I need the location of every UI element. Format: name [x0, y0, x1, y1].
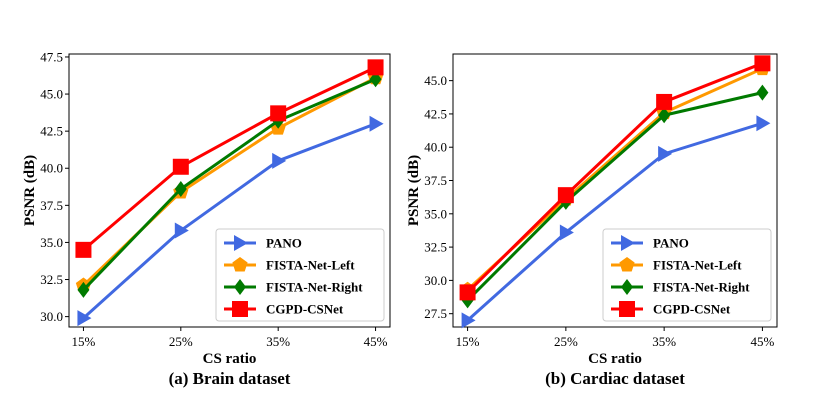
legend-box	[215, 228, 385, 322]
legend-item: PANO	[224, 235, 302, 251]
data-point	[756, 84, 769, 101]
data-point	[459, 284, 476, 301]
y-tick-label: 37.5	[424, 173, 447, 188]
x-tick-label: 15%	[456, 334, 480, 349]
series-cgpd-csnet	[75, 59, 384, 258]
plot-frame	[68, 53, 391, 328]
data-point	[461, 312, 476, 329]
legend-marker	[621, 235, 635, 251]
data-point	[557, 187, 574, 204]
y-tick-label: 42.5	[424, 106, 447, 121]
series-line	[466, 121, 763, 322]
data-point	[75, 241, 92, 258]
legend-marker	[232, 257, 248, 272]
x-tick-label: 35%	[266, 334, 290, 349]
plot-frame	[452, 53, 778, 328]
x-axis-title: CS ratio	[203, 351, 257, 367]
y-tick-label: 30.0	[424, 273, 447, 288]
x-tick-label: 15%	[72, 334, 96, 349]
x-axis-title: CS ratio	[588, 351, 642, 367]
legend-box	[602, 228, 772, 322]
data-point	[369, 115, 384, 132]
legend-marker	[232, 301, 248, 317]
data-point	[174, 181, 187, 198]
data-point	[559, 224, 574, 241]
data-point	[658, 145, 673, 162]
data-point	[272, 152, 287, 169]
legend-item: FISTA-Net-Left	[611, 257, 742, 273]
series-line	[466, 91, 763, 302]
y-tick-label: 37.5	[40, 198, 63, 213]
legend-label: CGPD-CSNet	[266, 302, 344, 317]
x-tick-label: 45%	[364, 334, 388, 349]
series-line	[466, 61, 763, 294]
legend-marker	[619, 301, 635, 317]
y-tick-label: 30.0	[40, 309, 63, 324]
legend-marker	[234, 235, 248, 251]
data-point	[367, 59, 384, 76]
x-tick-label: 25%	[554, 334, 578, 349]
legend-item: FISTA-Net-Right	[611, 279, 750, 295]
y-tick-label: 40.0	[40, 161, 63, 176]
data-point	[754, 55, 771, 72]
data-point	[77, 281, 90, 298]
series-line	[82, 77, 377, 291]
legend-item: PANO	[611, 235, 689, 251]
series-cgpd-csnet	[459, 55, 771, 301]
legend-label: FISTA-Net-Left	[266, 258, 355, 273]
legend-marker	[621, 279, 633, 295]
legend-item: CGPD-CSNet	[224, 301, 344, 317]
data-point	[658, 107, 671, 124]
data-point	[756, 115, 771, 132]
legend-label: PANO	[266, 236, 302, 251]
legend-label: FISTA-Net-Left	[653, 258, 742, 273]
data-point	[656, 93, 673, 110]
series-pano	[461, 115, 771, 329]
y-axis-title: PSNR (dB)	[406, 155, 422, 226]
chart-panel-2: 27.5 30.0 32.5 35.0 37.5 40.0 42.5 45.0 15% 25% 35…	[406, 53, 778, 388]
legend-label: PANO	[653, 236, 689, 251]
y-tick-label: 47.5	[40, 49, 63, 64]
y-tick-label: 42.5	[40, 124, 63, 139]
legend: PANO FISTA-Net-Left FISTA-Net-Right CGPD-CS…	[602, 228, 772, 322]
y-axis-title: PSNR (dB)	[22, 155, 38, 226]
legend-item: CGPD-CSNet	[611, 301, 731, 317]
y-tick-label: 35.0	[40, 235, 63, 250]
chart-caption: (a) Brain dataset	[169, 369, 291, 388]
legend-marker	[234, 279, 246, 295]
legend-label: FISTA-Net-Right	[653, 280, 750, 295]
data-point	[270, 105, 287, 122]
legend-label: FISTA-Net-Right	[266, 280, 363, 295]
y-tick-label: 35.0	[424, 206, 447, 221]
chart-panel-1: 30.0 32.5 35.0 37.5 40.0 42.5 45.0 47.5 15% 25% 35…	[22, 49, 391, 388]
series-pano	[77, 115, 384, 327]
y-tick-label: 32.5	[40, 272, 63, 287]
y-tick-label: 40.0	[424, 140, 447, 155]
legend-item: FISTA-Net-Right	[224, 279, 363, 295]
x-tick-label: 35%	[652, 334, 676, 349]
x-tick-label: 45%	[750, 334, 774, 349]
data-point	[174, 222, 189, 239]
legend-marker	[619, 257, 635, 272]
y-tick-label: 27.5	[424, 306, 447, 321]
series-line	[82, 65, 377, 251]
chart-caption: (b) Cardiac dataset	[545, 369, 685, 388]
legend: PANO FISTA-Net-Left FISTA-Net-Right CGPD-CS…	[215, 228, 385, 322]
legend-label: CGPD-CSNet	[653, 302, 731, 317]
x-tick-label: 25%	[169, 334, 193, 349]
y-tick-label: 45.0	[40, 87, 63, 102]
series-line	[82, 122, 377, 320]
data-point	[172, 158, 189, 175]
legend-item: FISTA-Net-Left	[224, 257, 355, 273]
y-tick-label: 32.5	[424, 240, 447, 255]
data-point	[77, 310, 92, 327]
y-tick-label: 45.0	[424, 73, 447, 88]
